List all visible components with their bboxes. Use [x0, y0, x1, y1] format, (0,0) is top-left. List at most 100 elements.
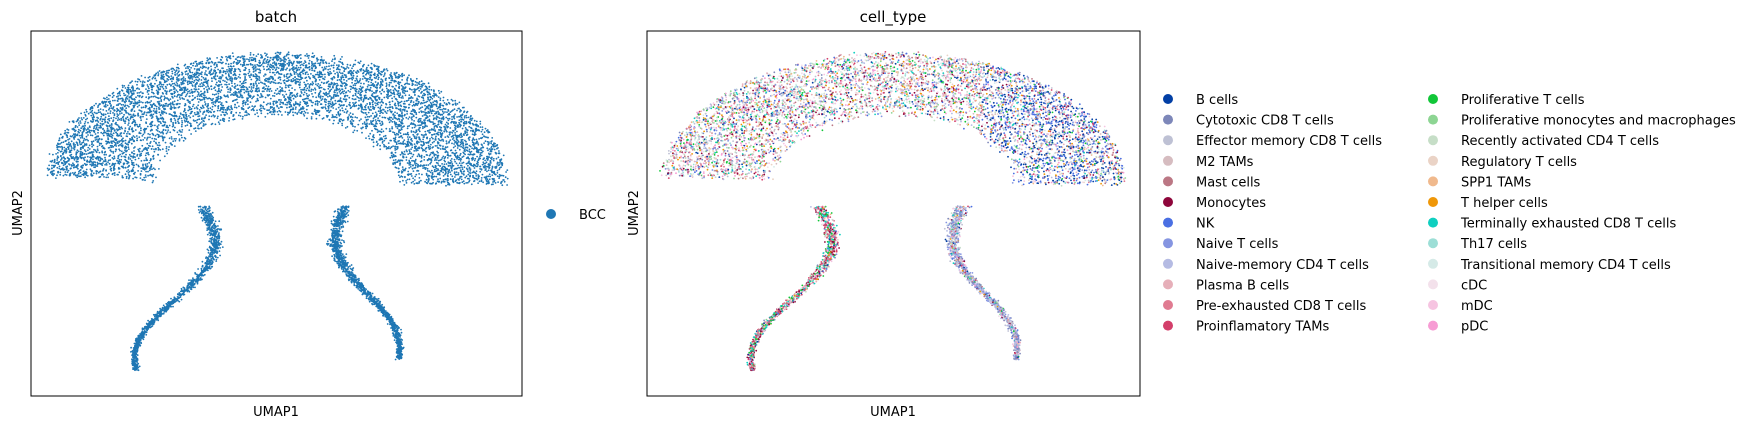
- scatter-point: [399, 153, 402, 156]
- scatter-point: [404, 175, 406, 178]
- scatter-point: [212, 97, 215, 100]
- scatter-point: [328, 74, 330, 77]
- scatter-point: [104, 163, 106, 166]
- scatter-point: [216, 90, 219, 93]
- scatter-point: [190, 125, 193, 127]
- scatter-point: [392, 159, 395, 162]
- scatter-point: [366, 122, 368, 125]
- scatter-point: [459, 109, 462, 111]
- scatter-point: [353, 129, 356, 132]
- scatter-point: [143, 168, 146, 171]
- scatter-point: [360, 105, 363, 108]
- scatter-point: [457, 173, 460, 176]
- scatter-point: [184, 78, 187, 80]
- scatter-point: [214, 74, 217, 76]
- scatter-point: [171, 82, 174, 85]
- scatter-point: [457, 107, 460, 110]
- scatter-point: [394, 151, 397, 154]
- scatter-point: [435, 175, 438, 178]
- scatter-point: [461, 162, 463, 165]
- scatter-point: [298, 73, 300, 76]
- scatter-point: [179, 102, 181, 105]
- scatter-point: [121, 100, 124, 102]
- scatter-point: [286, 106, 288, 109]
- scatter-point: [117, 128, 120, 131]
- scatter-point: [80, 165, 83, 167]
- scatter-point: [349, 91, 351, 93]
- scatter-point: [91, 145, 93, 148]
- scatter-point: [388, 146, 390, 148]
- scatter-point: [127, 177, 130, 180]
- scatter-point: [113, 174, 116, 177]
- scatter-point: [136, 80, 139, 83]
- scatter-point: [224, 80, 226, 82]
- scatter-point: [351, 78, 354, 81]
- scatter-point: [131, 168, 134, 171]
- scatter-point: [351, 97, 354, 100]
- scatter-point: [480, 168, 483, 171]
- scatter-point: [98, 151, 101, 154]
- scatter-point: [129, 158, 132, 160]
- scatter-point: [231, 85, 234, 87]
- scatter-point: [505, 171, 507, 173]
- scatter-point: [374, 102, 376, 104]
- scatter-point: [293, 72, 296, 74]
- scatter-point: [120, 119, 123, 121]
- scatter-point: [332, 107, 335, 109]
- scatter-point: [395, 142, 398, 144]
- scatter-point: [450, 98, 453, 101]
- scatter-point: [314, 100, 317, 103]
- scatter-point: [274, 74, 276, 76]
- scatter-point: [419, 85, 421, 88]
- scatter-point: [139, 80, 142, 83]
- scatter-point: [283, 74, 286, 77]
- scatter-point: [402, 133, 405, 136]
- scatter-point: [337, 113, 340, 116]
- scatter-point: [337, 235, 339, 238]
- scatter-point: [112, 145, 115, 148]
- scatter-point: [436, 156, 439, 159]
- scatter-point: [92, 144, 95, 147]
- scatter-point: [87, 146, 90, 149]
- scatter-point: [351, 118, 353, 121]
- scatter-point: [428, 115, 431, 117]
- scatter-point: [227, 73, 230, 75]
- scatter-point: [277, 56, 280, 58]
- scatter-point: [368, 300, 371, 303]
- scatter-point: [89, 158, 92, 161]
- scatter-point: [487, 149, 489, 152]
- scatter-point: [173, 69, 176, 71]
- scatter-point: [85, 108, 88, 111]
- scatter-point: [111, 157, 114, 159]
- scatter-point: [460, 140, 463, 143]
- scatter-point: [58, 167, 61, 170]
- scatter-point: [385, 87, 388, 90]
- scatter-point: [464, 127, 467, 129]
- scatter-point: [463, 134, 465, 137]
- scatter-point: [142, 139, 145, 141]
- scatter-point: [79, 122, 82, 124]
- scatter-point: [227, 65, 230, 68]
- scatter-point: [217, 89, 220, 91]
- scatter-point: [440, 126, 443, 129]
- scatter-point: [252, 82, 255, 85]
- scatter-point: [482, 150, 484, 153]
- scatter-point: [261, 90, 264, 93]
- scatter-point: [411, 82, 414, 85]
- scatter-point: [238, 73, 241, 76]
- scatter-point: [327, 95, 329, 98]
- scatter-point: [291, 95, 294, 97]
- scatter-point: [472, 137, 475, 140]
- scatter-point: [456, 116, 458, 118]
- scatter-point: [398, 76, 401, 79]
- scatter-point: [109, 112, 112, 115]
- scatter-point: [103, 153, 106, 156]
- scatter-point: [319, 97, 322, 99]
- scatter-point: [394, 149, 397, 151]
- scatter-point: [362, 75, 365, 78]
- scatter-point: [279, 101, 282, 103]
- scatter-point: [465, 140, 467, 143]
- scatter-point: [206, 84, 209, 86]
- scatter-point: [112, 158, 115, 160]
- scatter-point: [181, 113, 184, 116]
